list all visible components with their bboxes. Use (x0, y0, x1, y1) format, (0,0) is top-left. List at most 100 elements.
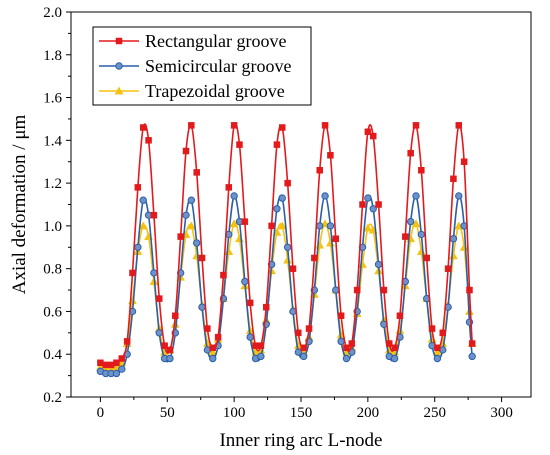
data-point (204, 325, 211, 332)
data-point (406, 217, 415, 226)
data-point (364, 128, 372, 136)
data-point (337, 312, 345, 319)
data-point (283, 255, 293, 264)
y-tick-label: 0.6 (43, 304, 62, 320)
data-point (455, 192, 463, 200)
data-point (402, 233, 409, 240)
data-point (359, 201, 366, 208)
data-point (150, 211, 158, 219)
y-tick-label: 0.8 (43, 262, 62, 278)
data-point (343, 344, 350, 352)
data-point (364, 194, 372, 202)
data-point (391, 344, 398, 352)
data-point (182, 147, 190, 155)
data-point (316, 167, 323, 174)
legend-label: Semicircular groove (145, 56, 291, 76)
x-tick-label: 300 (490, 405, 513, 421)
data-point (134, 184, 142, 191)
data-point (209, 354, 217, 363)
data-point (386, 340, 393, 347)
data-point (305, 325, 313, 332)
legend-entry: Trapezoidal groove (99, 81, 285, 101)
data-point (337, 337, 345, 346)
data-point (273, 205, 281, 213)
data-point (433, 354, 442, 363)
y-tick-label: 0.4 (43, 347, 62, 363)
data-point (241, 218, 249, 225)
data-point (182, 211, 190, 219)
data-point (145, 137, 152, 144)
data-point (374, 260, 383, 269)
data-point (289, 307, 297, 316)
series-rectangular-groove (97, 122, 476, 369)
data-point (246, 333, 254, 341)
data-point (118, 355, 126, 362)
y-tick-label: 1.4 (43, 133, 62, 149)
data-point (284, 179, 291, 187)
data-point (449, 235, 458, 243)
data-point (327, 152, 334, 159)
legend-label: Rectangular groove (145, 31, 286, 51)
data-point (315, 240, 325, 249)
y-tick-label: 2.0 (43, 5, 62, 21)
data-point (468, 340, 476, 347)
data-point (161, 342, 168, 349)
data-point (412, 122, 420, 129)
data-point (407, 149, 414, 157)
data-point (466, 286, 473, 294)
y-tick-label: 1.2 (43, 176, 62, 192)
axes-layer: 0 50 100 150 200 250 300 0.2 0.4 0.6 0.8 1.0 1.2 1.4 1… (9, 5, 532, 451)
data-point (186, 221, 196, 230)
y-tick-label: 1.8 (43, 48, 62, 64)
series-trapezoidal-groove (95, 219, 477, 373)
x-tick-label: 200 (357, 405, 380, 421)
data-point (412, 192, 420, 200)
legend-label: Trapezoidal groove (145, 81, 285, 101)
series-layer (95, 122, 477, 378)
data-point (257, 342, 265, 349)
data-point (230, 122, 238, 129)
data-point (268, 222, 275, 230)
data-point (418, 167, 425, 174)
data-point (396, 312, 404, 319)
data-point (316, 222, 324, 230)
data-point (353, 286, 361, 294)
data-point (348, 340, 356, 347)
data-point (417, 230, 426, 239)
data-point (225, 184, 233, 191)
data-point (363, 223, 373, 232)
x-tick-label: 100 (223, 405, 246, 421)
data-point (300, 344, 307, 352)
data-point (220, 271, 227, 279)
data-point (279, 124, 286, 131)
x-tick-label: 0 (97, 405, 105, 421)
data-point (428, 325, 436, 332)
data-point (295, 329, 302, 337)
data-point (257, 352, 265, 361)
data-point (172, 312, 179, 319)
data-point (155, 329, 163, 337)
y-tick-label: 1.0 (43, 219, 62, 235)
data-point (294, 348, 303, 356)
y-axis-title: Axial deformation / μm (9, 115, 30, 295)
data-point (129, 269, 136, 277)
data-point (289, 265, 297, 272)
y-tick-label: 0.2 (43, 390, 62, 406)
data-point (150, 269, 158, 277)
data-point (283, 243, 292, 251)
data-point (113, 359, 120, 367)
legend-entry: Rectangular groove (99, 31, 286, 51)
data-point (229, 219, 239, 228)
legend-entry: Semicircular groove (99, 56, 291, 76)
data-point (278, 194, 286, 202)
data-point (449, 251, 458, 260)
data-point (134, 243, 142, 251)
x-tick-label: 250 (423, 405, 446, 421)
data-point (434, 344, 441, 352)
data-point (188, 122, 195, 129)
data-point (411, 219, 421, 228)
y-tick-label: 1.6 (43, 91, 62, 107)
data-point (198, 303, 206, 311)
data-point (187, 196, 196, 204)
